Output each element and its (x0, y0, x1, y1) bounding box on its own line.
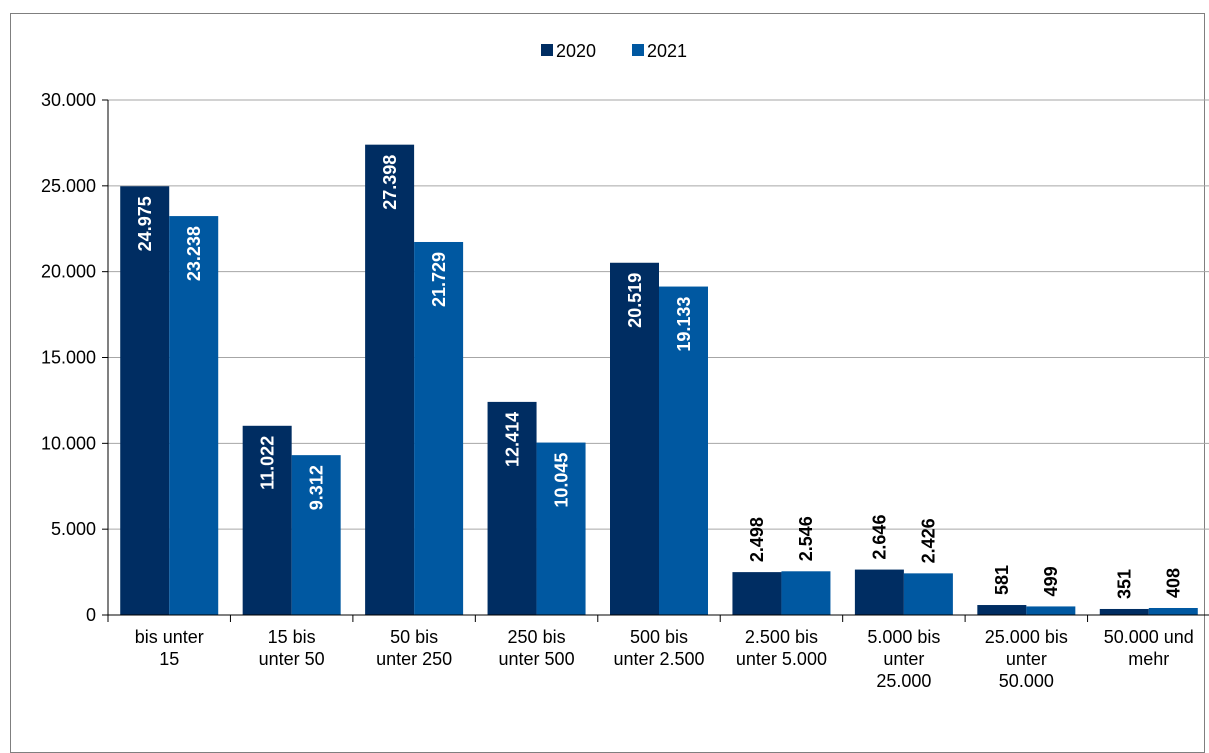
data-label-2021: 2.546 (796, 516, 816, 561)
data-label-2021: 10.045 (551, 453, 571, 508)
bar-2020 (977, 605, 1027, 615)
data-label-2021: 19.133 (674, 297, 694, 352)
x-category-label: 250 bis unter 500 (499, 627, 575, 669)
x-category-label: 2.500 bis unter 5.000 (736, 627, 827, 669)
data-label-2021: 9.312 (306, 465, 326, 510)
bar-2021 (169, 216, 219, 615)
bar-2020 (242, 425, 292, 615)
data-labels: 24.975 11.022 27.398 12.414 20.519 2.498 2.646… (135, 155, 1184, 599)
data-label-2021: 23.238 (184, 226, 204, 281)
data-label-2020: 2.498 (747, 517, 767, 562)
bar-2020 (732, 572, 782, 615)
y-tick-label: 10.000 (41, 433, 96, 453)
bar-2021 (1148, 607, 1198, 615)
bar-2020 (120, 186, 170, 615)
bar-2021 (903, 573, 953, 615)
legend-label-2021: 2021 (647, 41, 687, 61)
data-label-2020: 24.975 (135, 196, 155, 251)
legend: 2020 2021 (541, 41, 687, 61)
x-category-label: 50 bis unter 250 (376, 627, 452, 669)
data-label-2020: 27.398 (380, 155, 400, 210)
legend-swatch-2021 (632, 44, 644, 56)
data-label-2021: 21.729 (429, 252, 449, 307)
data-label-2021: 499 (1041, 566, 1061, 596)
y-tick-label: 25.000 (41, 176, 96, 196)
x-category-label: 25.000 bis unter 50.000 (985, 627, 1068, 691)
data-label-2020: 20.519 (625, 273, 645, 328)
bars (120, 144, 1198, 615)
y-tick-label: 5.000 (51, 519, 96, 539)
y-tick-label: 20.000 (41, 262, 96, 282)
y-tick-label: 15.000 (41, 348, 96, 368)
data-label-2021: 408 (1164, 568, 1184, 598)
y-tick-label: 0 (86, 605, 96, 625)
legend-swatch-2020 (541, 44, 553, 56)
data-label-2020: 351 (1115, 569, 1135, 599)
bar-2020 (610, 262, 659, 615)
y-tick-label: 30.000 (41, 90, 96, 110)
bar-2020 (365, 144, 415, 615)
data-label-2021: 2.426 (919, 518, 939, 563)
data-label-2020: 581 (992, 565, 1012, 595)
bar-2020 (487, 401, 537, 615)
x-category-label: bis unter 15 (135, 627, 204, 669)
data-label-2020: 2.646 (870, 515, 890, 560)
x-category-label: 50.000 und mehr (1104, 627, 1194, 669)
bar-2021 (536, 442, 586, 615)
bar-2021 (781, 571, 831, 615)
bar-2021 (1026, 606, 1076, 615)
x-category-label: 500 bis unter 2.500 (613, 627, 704, 669)
axes: 0 5.000 10.000 15.000 20.000 25.000 30.000 bis … (41, 90, 1209, 691)
x-category-label: 15 bis unter 50 (259, 627, 325, 669)
data-label-2020: 11.022 (257, 436, 277, 490)
legend-label-2020: 2020 (556, 41, 596, 61)
bar-2020 (1099, 608, 1149, 615)
bar-2021 (414, 241, 464, 615)
x-category-label: 5.000 bis unter 25.000 (867, 627, 940, 691)
bar-2021 (659, 286, 708, 615)
bar-2020 (854, 569, 904, 615)
data-label-2020: 12.414 (502, 412, 522, 467)
bar-2021 (291, 455, 341, 615)
